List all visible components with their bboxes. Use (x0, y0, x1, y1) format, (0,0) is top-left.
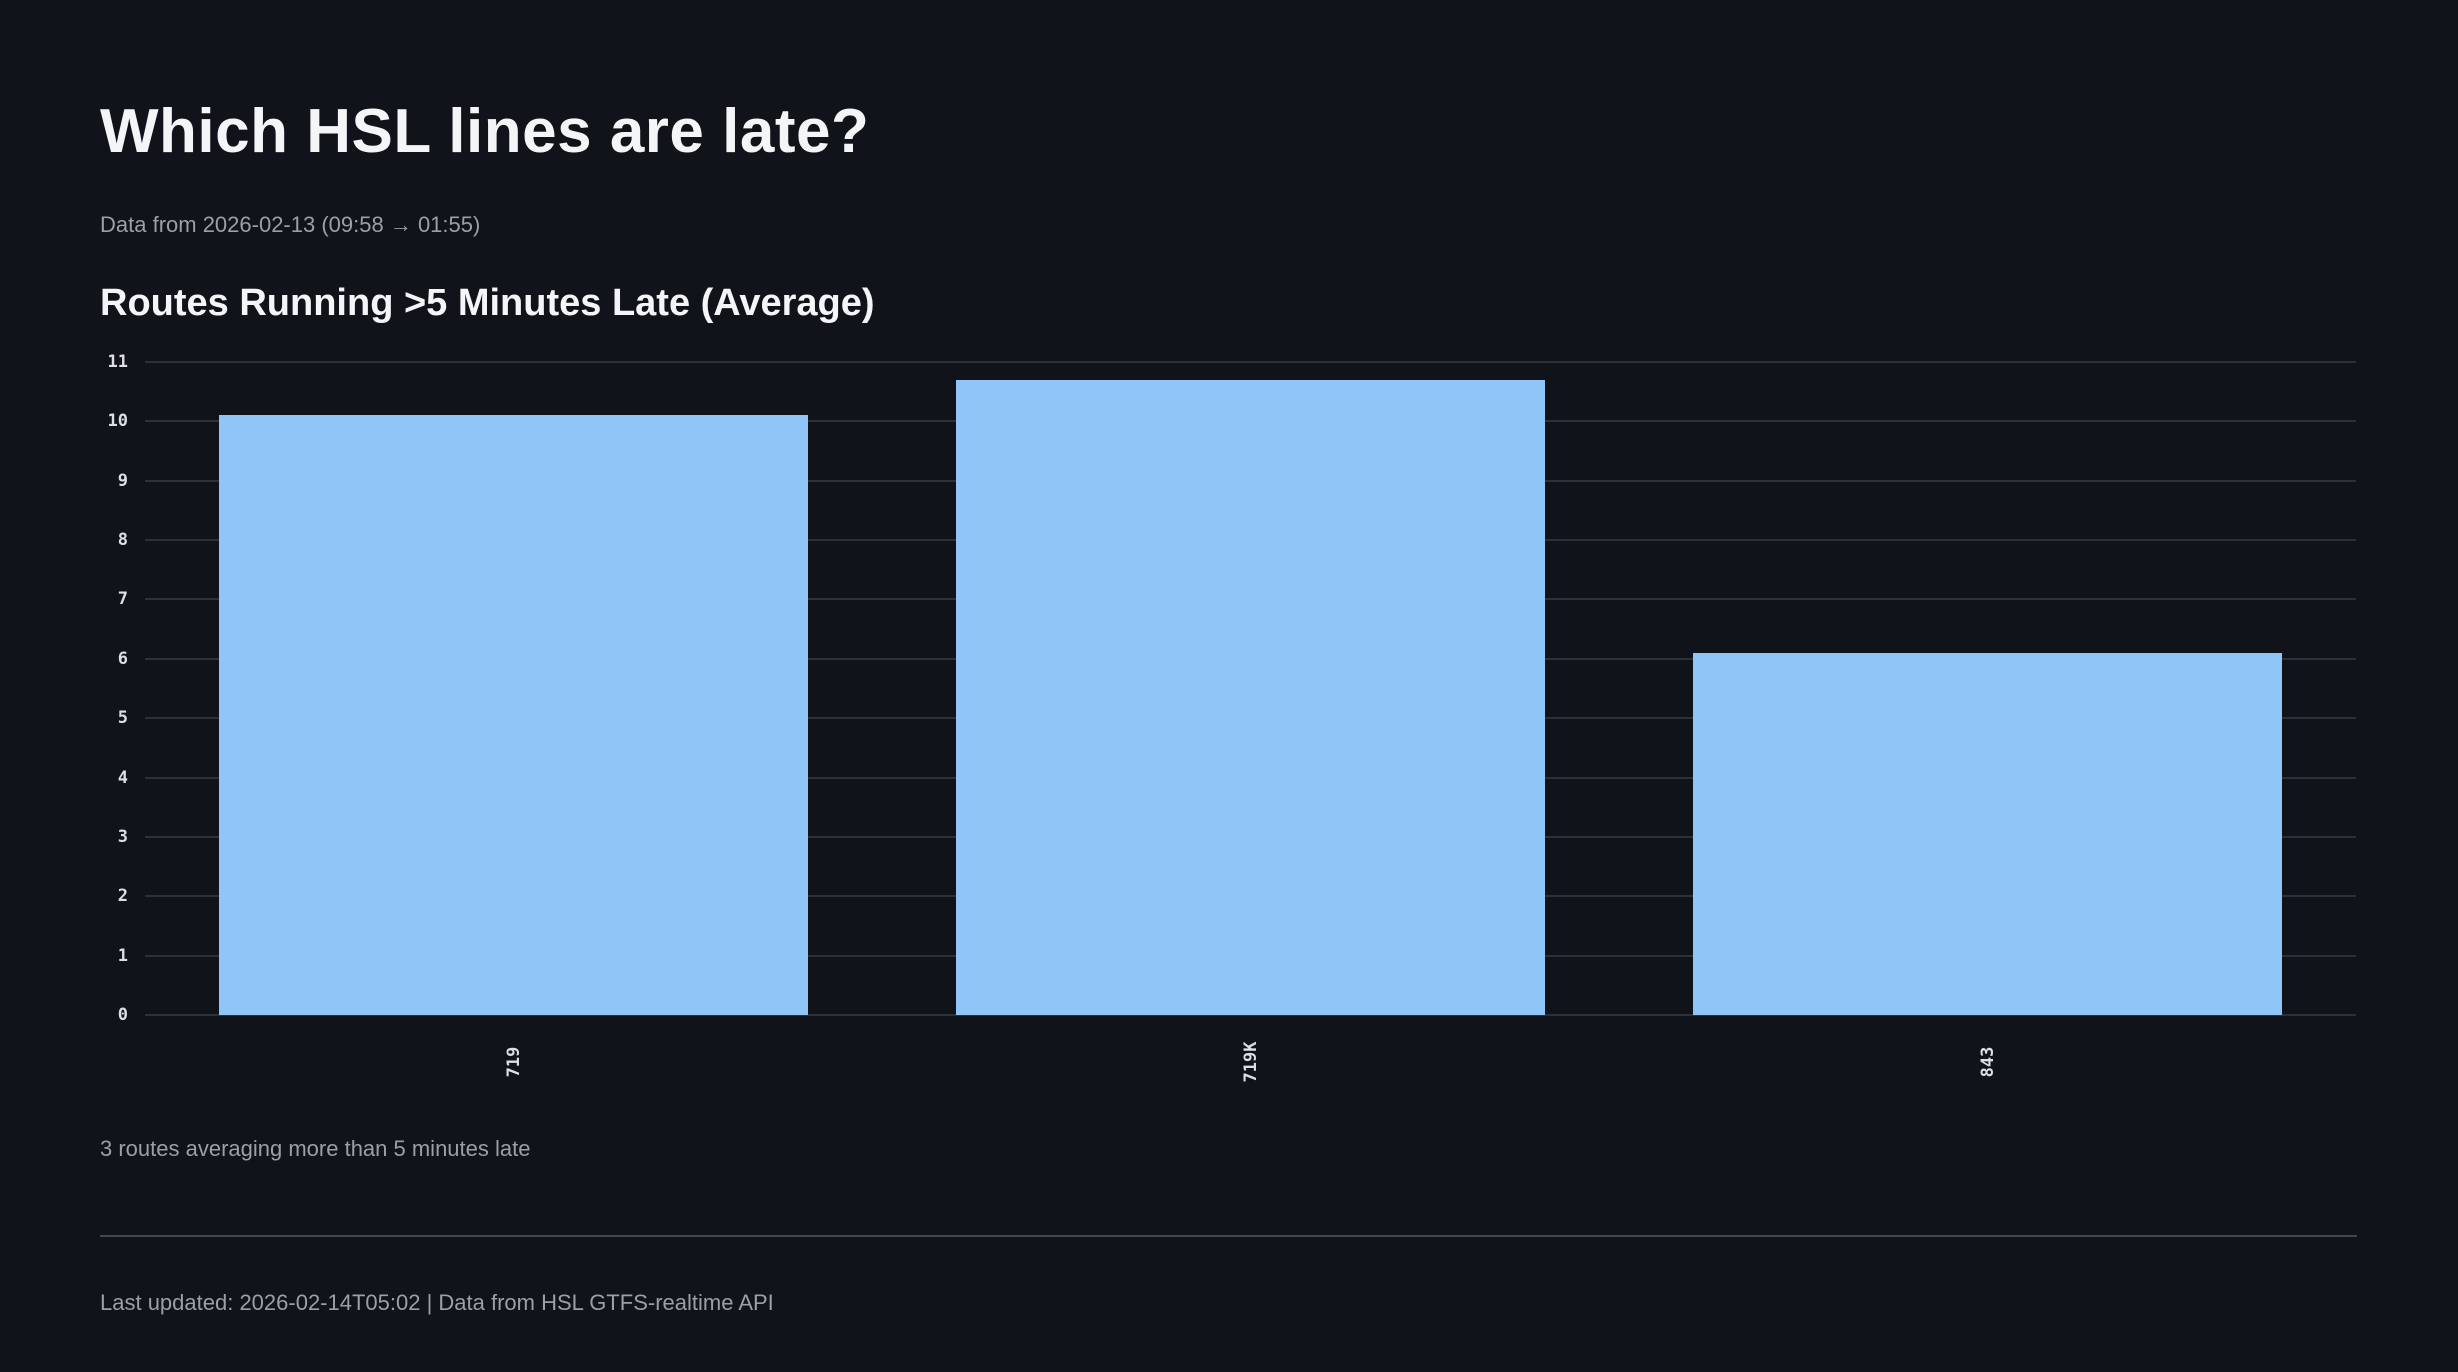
y-tick-label-0: 0 (117, 1005, 128, 1025)
bar-719 (218, 415, 809, 1015)
gridline-y-6 (145, 657, 2356, 660)
y-tick-label-4: 4 (117, 767, 128, 788)
x-tick-label-719: 719 (503, 1046, 524, 1078)
y-tick-label-9: 9 (117, 470, 128, 491)
y-tick-label-6: 6 (117, 648, 128, 669)
x-tick-label-843: 843 (1977, 1046, 1998, 1078)
gridline-y-8 (145, 539, 2356, 542)
y-tick-label-5: 5 (117, 708, 128, 729)
gridline-y-11 (145, 361, 2356, 363)
y-tick-label-7: 7 (117, 589, 128, 610)
y-tick-label-10: 10 (107, 411, 128, 432)
y-tick-label-8: 8 (117, 530, 128, 551)
y-tick-label-1: 1 (117, 945, 128, 966)
gridline-y-7 (145, 598, 2356, 601)
gridline-y-2 (145, 895, 2356, 898)
y-tick-label-3: 3 (117, 826, 128, 847)
y-tick-label-2: 2 (117, 886, 128, 907)
gridline-y-9 (145, 479, 2356, 482)
gridline-y-4 (145, 776, 2356, 779)
y-tick-label-11: 11 (107, 352, 128, 372)
divider (100, 1235, 2357, 1237)
gridline-y-5 (145, 717, 2356, 720)
bar-843 (1692, 652, 2283, 1015)
chart-title: Routes Running >5 Minutes Late (Average) (100, 282, 875, 324)
gridline-y-3 (145, 835, 2356, 838)
footer-status: Last updated: 2026-02-14T05:02 | Data fr… (100, 1290, 774, 1315)
gridline-y-1 (145, 954, 2356, 957)
bar-719K (955, 379, 1546, 1015)
x-tick-label-719K: 719K (1240, 1041, 1261, 1083)
gridline-y-10 (145, 420, 2356, 423)
page-title: Which HSL lines are late? (100, 97, 870, 166)
data-range-subtitle: Data from 2026-02-13 (09:58 → 01:55) (100, 212, 481, 237)
gridline-y-0 (145, 1014, 2356, 1016)
summary-note: 3 routes averaging more than 5 minutes l… (100, 1136, 531, 1161)
